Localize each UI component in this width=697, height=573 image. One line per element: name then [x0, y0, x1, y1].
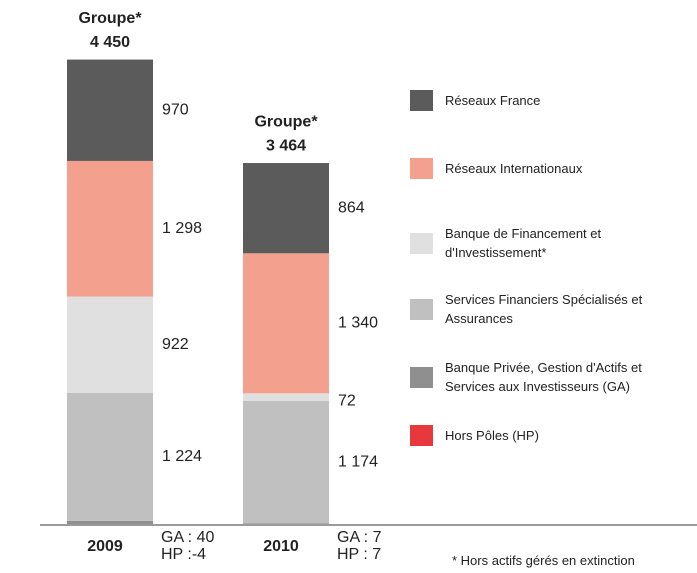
bar-segment [67, 59, 153, 161]
data-label: HP : 7 [337, 546, 381, 563]
x-tick-label: 2010 [263, 538, 299, 555]
data-label: HP :-4 [161, 546, 206, 563]
bar-segment [243, 523, 329, 525]
legend-item: Réseaux Internationaux [410, 158, 670, 179]
legend-item: Banque Privée, Gestion d'Actifs et Servi… [410, 358, 670, 396]
total-title: Groupe* [254, 113, 318, 130]
data-label: 1 298 [162, 220, 202, 237]
total-label: 4 450 [90, 34, 130, 51]
legend-swatch [410, 90, 433, 111]
bar-segment [67, 160, 153, 297]
data-label: 864 [338, 199, 365, 216]
data-label: 1 224 [162, 448, 202, 465]
legend-item: Banque de Financement et d'Investissemen… [410, 224, 670, 262]
data-label: 970 [162, 101, 189, 118]
legend-swatch [410, 158, 433, 179]
x-tick-label: 2009 [87, 538, 123, 555]
total-label: 3 464 [266, 137, 306, 154]
bar-segment [67, 520, 153, 525]
bar-segment [243, 253, 329, 394]
legend-item: Services Financiers Spécialisés et Assur… [410, 290, 670, 328]
legend-label: Banque de Financement et d'Investissemen… [445, 226, 602, 260]
legend-swatch [410, 425, 433, 446]
bar-segment [67, 296, 153, 393]
legend-swatch [410, 366, 433, 388]
legend-item: Hors Pôles (HP) [410, 425, 670, 446]
legend-label: Hors Pôles (HP) [445, 428, 539, 443]
data-label: 1 340 [338, 315, 378, 332]
bar-segment [243, 163, 329, 254]
legend-label: Réseaux Internationaux [445, 161, 583, 176]
bar-segment [67, 392, 153, 521]
legend-label: Services Financiers Spécialisés et Assur… [445, 292, 643, 326]
data-label: 1 174 [338, 453, 378, 470]
data-label: GA : 40 [161, 529, 214, 546]
legend-label: Réseaux France [445, 93, 541, 108]
bar-segment [243, 400, 329, 524]
data-label: 922 [162, 336, 189, 353]
legend-swatch [410, 232, 433, 254]
legend-label: Banque Privée, Gestion d'Actifs et Servi… [445, 360, 642, 394]
footnote: * Hors actifs gérés en extinction [452, 553, 635, 568]
bar-segment [243, 393, 329, 401]
data-label: GA : 7 [337, 529, 382, 546]
legend-item: Réseaux France [410, 90, 670, 111]
legend-swatch [410, 298, 433, 320]
total-title: Groupe* [78, 10, 142, 27]
data-label: 72 [338, 392, 356, 409]
